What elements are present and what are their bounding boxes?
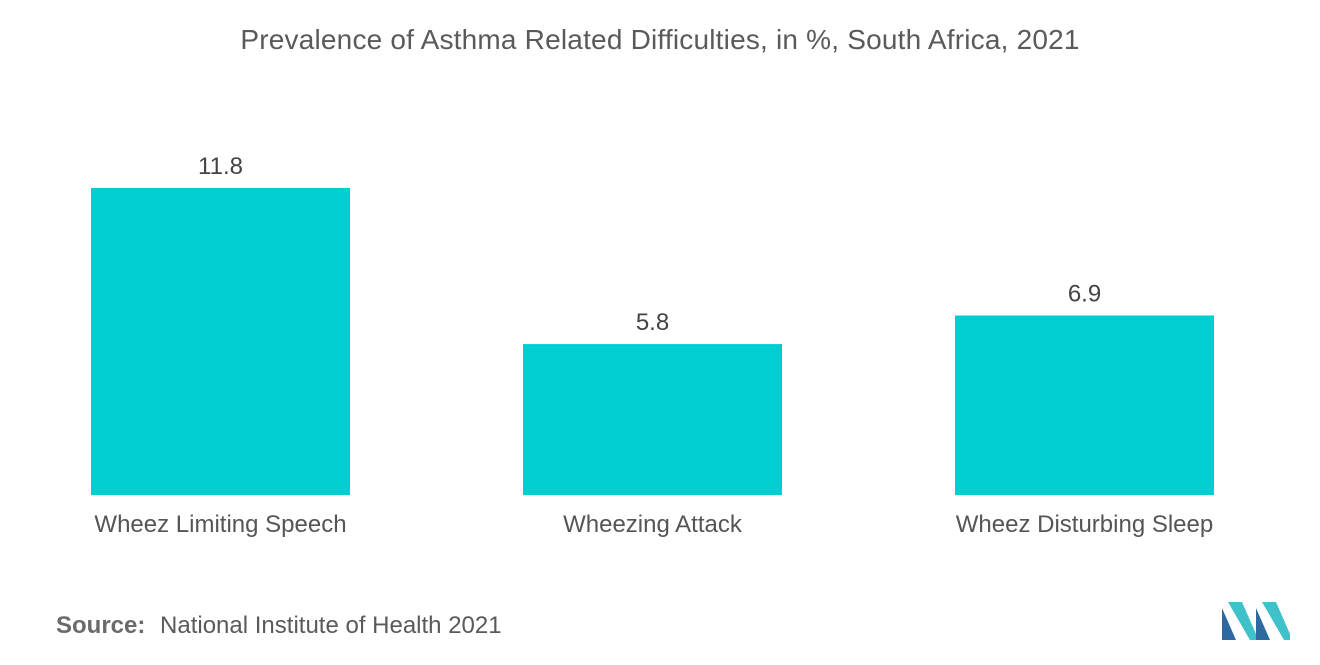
bar-3 xyxy=(955,315,1214,495)
source-note: Source: National Institute of Health 202… xyxy=(56,612,502,640)
data-label-2: 5.8 xyxy=(636,309,669,336)
chart-title: Prevalence of Asthma Related Difficultie… xyxy=(240,24,1080,55)
source-label: Source: xyxy=(56,612,146,639)
category-label-2: Wheezing Attack xyxy=(563,511,743,538)
category-label-3: Wheez Disturbing Sleep xyxy=(956,511,1213,538)
category-label-1: Wheez Limiting Speech xyxy=(94,511,346,538)
data-label-3: 6.9 xyxy=(1068,280,1101,307)
data-label-1: 11.8 xyxy=(198,153,243,180)
mordor-intelligence-logo-icon xyxy=(1222,602,1290,640)
bar-1 xyxy=(91,188,350,495)
bar-2 xyxy=(523,344,782,495)
source-text: National Institute of Health 2021 xyxy=(160,612,502,639)
